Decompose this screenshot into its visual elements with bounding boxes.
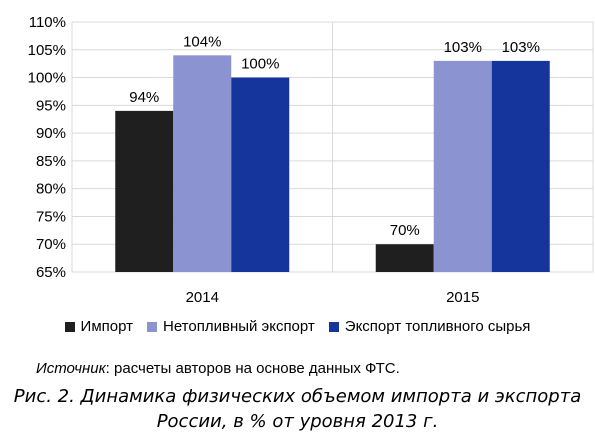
y-tick-label: 80%: [36, 181, 66, 198]
y-tick-label: 105%: [28, 42, 66, 59]
data-label: 94%: [129, 89, 159, 106]
legend-item-fuel-export: Экспорт топливного сырья: [328, 318, 531, 335]
legend-label-fuel-export: Экспорт топливного сырья: [344, 318, 531, 335]
data-label: 103%: [444, 39, 482, 56]
figure-caption: Рис. 2. Динамика физических объемом импо…: [0, 384, 595, 434]
data-label: 104%: [183, 33, 221, 50]
legend-swatch-fuel-export: [328, 321, 339, 332]
data-labels: 94% 104% 100% 70% 103% 103%: [129, 33, 540, 239]
legend-label-import: Импорт: [80, 318, 133, 335]
data-label: 103%: [502, 39, 540, 56]
y-axis-ticks: 65% 70% 75% 80% 85% 90% 95% 100% 105% 110%: [28, 14, 66, 281]
bar: [433, 60, 492, 273]
y-tick-label: 95%: [36, 97, 66, 114]
data-label: 100%: [241, 56, 279, 73]
bar: [375, 244, 434, 272]
y-tick-label: 100%: [28, 70, 66, 87]
x-axis-ticks: 2014 2015: [186, 289, 480, 306]
x-tick-label: 2014: [186, 289, 219, 306]
bar-chart: 65% 70% 75% 80% 85% 90% 95% 100% 105% 110% 94% 104…: [28, 14, 594, 306]
source-text: : расчеты авторов на основе данных ФТС.: [105, 360, 400, 377]
caption-line-1: Рис. 2. Динамика физических объемом импо…: [13, 386, 582, 407]
bar: [231, 77, 290, 272]
legend-item-import: Импорт: [64, 318, 133, 335]
legend-swatch-nonfuel-export: [147, 321, 157, 332]
y-tick-label: 70%: [36, 236, 66, 253]
chart-bars: [115, 55, 550, 273]
bar: [173, 55, 232, 273]
bar: [115, 110, 174, 272]
caption-line-2: России, в % от уровня 2013 г.: [156, 411, 439, 432]
legend-swatch-import: [64, 321, 75, 332]
y-tick-label: 90%: [36, 125, 66, 142]
y-tick-label: 75%: [36, 208, 66, 225]
y-tick-label: 110%: [29, 14, 66, 31]
source-label: Источник: [36, 360, 106, 377]
data-label: 70%: [390, 222, 420, 239]
legend-label-nonfuel-export: Нетопливный экспорт: [163, 318, 315, 335]
chart-legend: Импорт Нетопливный экспорт Экспорт топли…: [0, 318, 595, 335]
y-tick-label: 65%: [36, 264, 66, 281]
source-note: Источник: расчеты авторов на основе данн…: [36, 360, 400, 377]
y-tick-label: 85%: [36, 153, 66, 170]
x-tick-label: 2015: [446, 289, 479, 306]
bar: [491, 60, 550, 273]
legend-item-nonfuel-export: Нетопливный экспорт: [147, 318, 315, 335]
